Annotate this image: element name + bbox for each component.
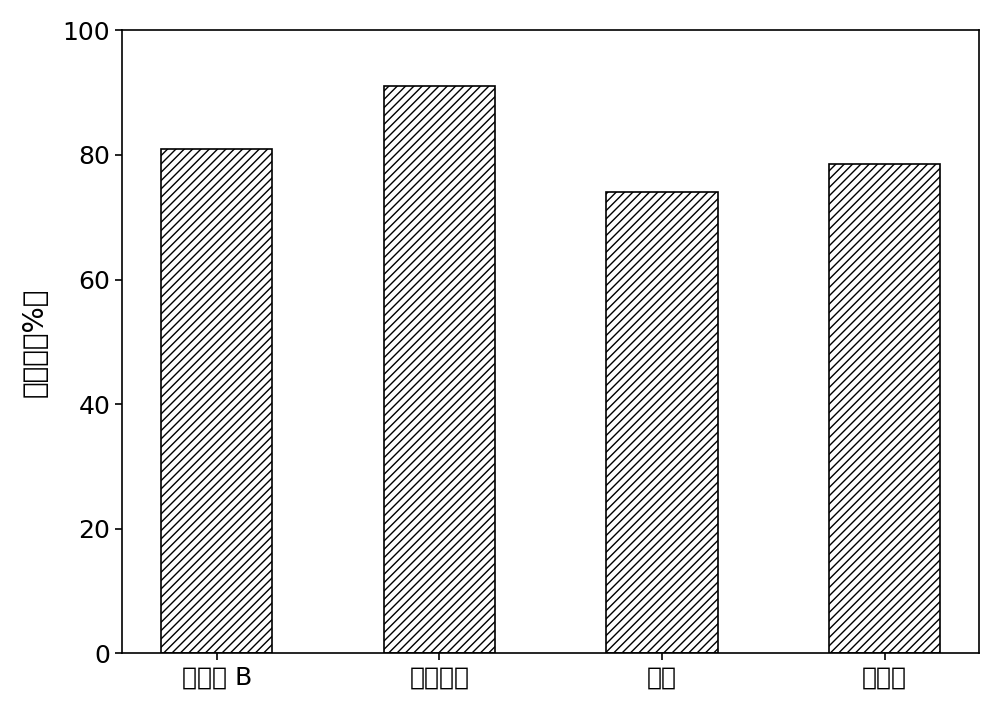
Bar (384, 87, 495, 653)
Y-axis label: 降解率（%）: 降解率（%） (21, 287, 49, 396)
Bar (829, 164, 940, 653)
Bar (606, 192, 718, 653)
Bar (161, 148, 272, 653)
